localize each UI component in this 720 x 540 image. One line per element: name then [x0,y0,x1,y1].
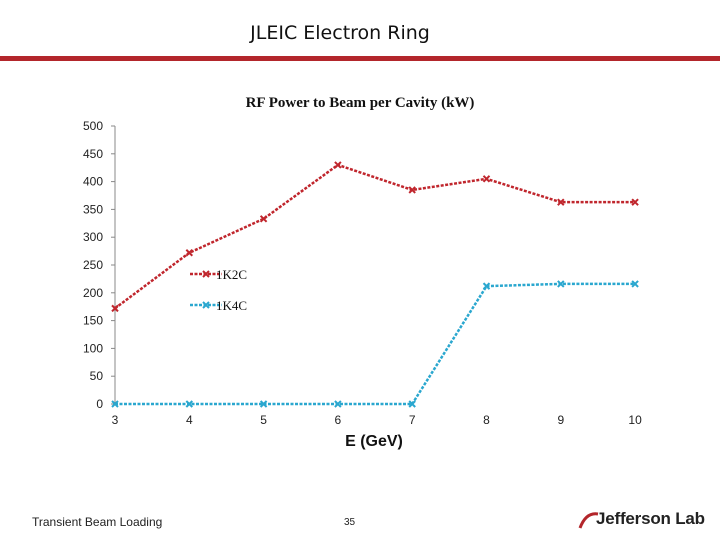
y-tick-label: 400 [83,175,103,189]
data-point [185,400,194,408]
x-tick-label: 5 [260,413,267,427]
data-point [631,198,639,206]
data-point [111,304,119,313]
data-point [557,280,565,288]
chart-legend: 1K2C 1K4C [190,267,247,313]
y-tick-label: 250 [83,258,103,272]
y-tick-label: 100 [83,341,103,355]
chart-axes: 0 50 100 150 200 250 300 350 400 450 500 3 4 5 6 7 8 9 10 [83,119,642,427]
jefferson-lab-logo-icon [578,512,599,529]
y-tick-label: 150 [83,314,103,328]
legend-marker [202,270,210,278]
title-rule [0,56,720,61]
x-tick-label: 6 [335,413,342,427]
data-point [408,186,416,194]
x-tick-label: 10 [628,413,642,427]
y-tick-label: 350 [83,202,103,216]
x-tick-label: 9 [557,413,564,427]
data-point [259,215,268,223]
y-tick-label: 300 [83,230,103,244]
x-axis-title: E (GeV) [345,433,403,450]
x-tick-label: 8 [483,413,490,427]
x-tick-label: 7 [409,413,416,427]
data-point [334,161,342,169]
y-tick-label: 200 [83,286,103,300]
y-tick-label: 0 [96,397,103,411]
series-line-1K2C [114,163,636,310]
data-point [482,282,491,290]
y-tick-label: 50 [90,369,104,383]
legend-marker [202,301,210,309]
legend-label: 1K2C [216,267,247,282]
legend-label: 1K4C [216,298,247,313]
data-point [482,175,491,183]
x-tick-label: 3 [112,413,119,427]
page-number: 35 [344,517,356,528]
slide-title: JLEIC Electron Ring [250,22,430,44]
data-point [185,249,194,257]
y-tick-label: 500 [83,119,103,133]
x-tick-label: 4 [186,413,193,427]
data-point [111,400,119,408]
data-point [259,400,268,408]
y-tick-label: 450 [83,147,103,161]
data-point [408,400,416,408]
footer-left-text: Transient Beam Loading [32,515,163,529]
data-point [631,280,639,288]
jefferson-lab-logo: Jefferson Lab [596,509,705,528]
chart-series [111,161,639,408]
series-line-1K4C [115,282,636,406]
data-point [557,198,565,206]
data-point [334,400,342,408]
chart-title: RF Power to Beam per Cavity (kW) [246,95,475,111]
